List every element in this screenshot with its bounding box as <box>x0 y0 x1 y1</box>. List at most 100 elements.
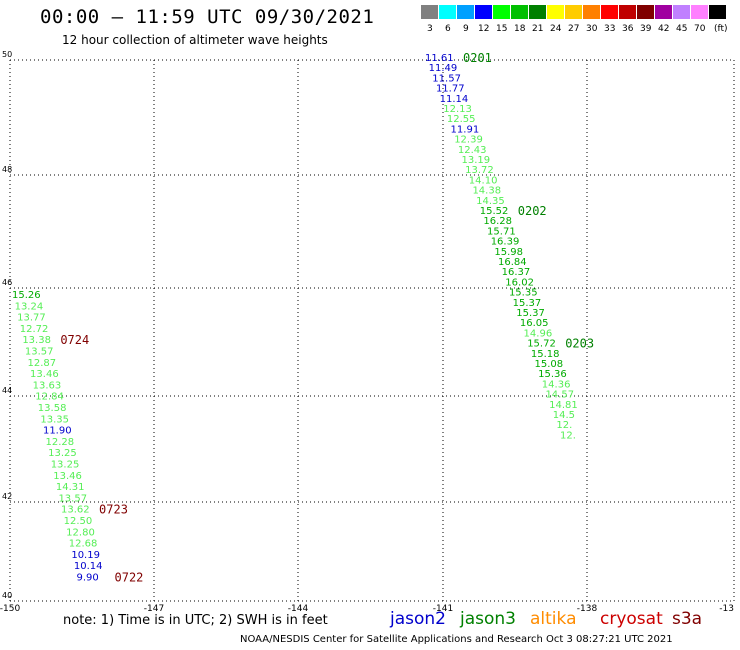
wave-height-value: 14.31 <box>56 482 85 493</box>
wave-height-value: 15.52 <box>480 206 509 217</box>
wave-height-value: 15.35 <box>509 288 538 299</box>
wave-height-value: 12.55 <box>447 114 476 125</box>
wave-height-value: 10.14 <box>74 561 103 572</box>
wave-height-value: 14.36 <box>542 379 571 390</box>
legend-swatch <box>547 5 564 19</box>
legend-label: 27 <box>568 24 580 34</box>
legend-swatch <box>457 5 474 19</box>
legend-label: 12 <box>478 24 490 34</box>
wave-height-value: 16.02 <box>505 277 534 288</box>
wave-height-value: 12.84 <box>35 392 64 403</box>
wave-height-value: 12.87 <box>27 358 56 369</box>
wave-height-value: 13.57 <box>25 347 54 358</box>
satellite-jason3-label: jason3 <box>460 609 516 629</box>
latitude-tick-label: 48 <box>2 165 12 174</box>
latitude-tick-label: 44 <box>2 386 12 395</box>
wave-height-value: 11.90 <box>43 426 72 437</box>
wave-height-value: 11.14 <box>440 94 469 105</box>
legend-label: 9 <box>463 24 469 34</box>
legend-label: 21 <box>532 24 544 34</box>
wave-height-value: 12. <box>556 420 572 431</box>
latitude-tick-label: 50 <box>2 50 12 59</box>
legend-swatch <box>583 5 600 19</box>
latitude-tick-label: 46 <box>2 278 12 287</box>
wave-height-value: 12.13 <box>443 104 472 115</box>
wave-height-value: 16.05 <box>520 318 549 329</box>
wave-height-value: 15.18 <box>531 349 560 360</box>
longitude-tick-label: -141 <box>433 604 453 614</box>
axis-labels: -150 -147 -144 -141 -138 -13 50 48 46 44 42 40 <box>0 50 734 614</box>
latitude-tick-label: 40 <box>2 591 12 600</box>
wave-height-value: 11.57 <box>432 73 461 84</box>
wave-height-value: 13.19 <box>462 155 491 166</box>
legend-swatch <box>493 5 510 19</box>
wave-height-value: 15.37 <box>516 308 545 319</box>
wave-height-value: 9.90 <box>77 573 99 584</box>
wave-height-value: 13.46 <box>30 369 59 380</box>
longitude-tick-label: -13 <box>719 604 734 614</box>
legend-swatch <box>691 5 708 19</box>
wave-height-value: 10.19 <box>71 550 100 561</box>
legend-unit: (ft) <box>714 24 728 34</box>
wave-height-value: 15.08 <box>535 359 564 370</box>
credit-footer: NOAA/NESDIS Center for Satellite Applica… <box>240 634 673 645</box>
wave-height-value: 12.72 <box>20 324 49 335</box>
wave-height-value: 16.28 <box>483 216 512 227</box>
legend-swatch <box>565 5 582 19</box>
legend-label: 3 <box>427 24 433 34</box>
legend-swatch <box>709 5 726 19</box>
wave-height-value: 15.72 <box>527 339 556 350</box>
legend-swatch <box>529 5 546 19</box>
wave-height-value: 14.35 <box>476 196 505 207</box>
legend-label: 39 <box>640 24 652 34</box>
wave-height-value: 12.50 <box>64 516 93 527</box>
wave-height-value: 13.25 <box>48 448 77 459</box>
wave-height-value: 11.77 <box>436 84 465 95</box>
legend-swatch <box>439 5 456 19</box>
wave-height-value: 11.61 <box>425 53 454 64</box>
wave-height-value: 14.38 <box>472 186 501 197</box>
wave-height-value: 15.37 <box>513 298 542 309</box>
longitude-tick-label: -144 <box>288 604 309 614</box>
wave-height-value: 14.10 <box>469 175 498 186</box>
wave-height-value: 14.57 <box>545 390 574 401</box>
wave-height-value: 14.81 <box>549 400 578 411</box>
pass-time-label: 0202 <box>518 204 547 218</box>
wave-height-value: 13.38 <box>22 335 51 346</box>
wave-height-value: 13.77 <box>17 313 46 324</box>
satellite-cryosat-label: cryosat <box>600 609 663 629</box>
legend-label: 70 <box>694 24 706 34</box>
graticule <box>9 59 735 602</box>
pass-time-label: 0722 <box>115 571 144 585</box>
wave-height-value: 12. <box>560 430 576 441</box>
wave-height-value: 15.26 <box>12 290 41 301</box>
units-note: note: 1) Time is in UTC; 2) SWH is in fe… <box>63 613 328 628</box>
wave-height-value: 13.57 <box>58 493 87 504</box>
wave-height-value: 13.25 <box>51 460 80 471</box>
satellite-altika-label: altika <box>530 609 577 629</box>
wave-height-value: 13.46 <box>53 471 82 482</box>
wave-height-value: 16.84 <box>498 257 527 268</box>
legend-swatch <box>511 5 528 19</box>
pass-time-label: 0201 <box>463 51 492 65</box>
legend-swatch <box>601 5 618 19</box>
wave-height-value: 13.72 <box>465 165 494 176</box>
legend-label: 30 <box>586 24 598 34</box>
longitude-tick-label: -147 <box>144 604 164 614</box>
satellite-jason2-label: jason2 <box>390 609 446 629</box>
wave-height-value: 15.98 <box>494 247 523 258</box>
legend-label: 42 <box>658 24 670 34</box>
longitude-tick-label: -138 <box>577 604 598 614</box>
legend-swatch <box>475 5 492 19</box>
wave-height-value: 11.49 <box>429 63 458 74</box>
legend-swatch <box>637 5 654 19</box>
latitude-tick-label: 42 <box>2 492 12 501</box>
wave-height-value: 16.37 <box>502 267 531 278</box>
legend-swatch <box>421 5 438 19</box>
legend-label: 15 <box>496 24 508 34</box>
wave-height-value: 12.68 <box>69 539 98 550</box>
wave-height-value: 13.58 <box>38 403 67 414</box>
pass-time-label: 0203 <box>565 337 594 351</box>
legend-label: 33 <box>604 24 616 34</box>
